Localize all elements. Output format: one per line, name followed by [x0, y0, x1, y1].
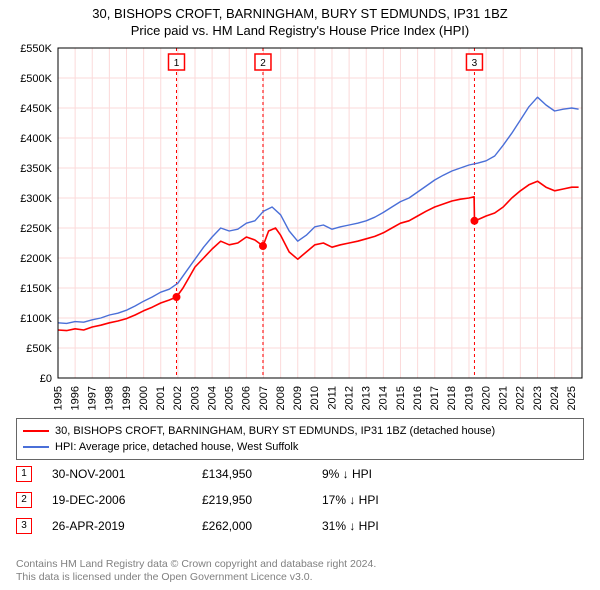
- sale-price: £262,000: [202, 519, 322, 533]
- svg-text:2020: 2020: [480, 386, 492, 410]
- svg-text:2002: 2002: [172, 386, 184, 410]
- svg-text:2003: 2003: [189, 386, 201, 410]
- footer-attribution: Contains HM Land Registry data © Crown c…: [16, 558, 376, 584]
- chart-svg: 1 2 3 £0 £50K £100K £150K £200K £250K £300K £350K £…: [10, 44, 590, 414]
- footer-line-1: Contains HM Land Registry data © Crown c…: [16, 558, 376, 571]
- svg-text:2005: 2005: [224, 386, 236, 410]
- sale-delta: 9% ↓ HPI: [322, 467, 584, 481]
- sale-row: 1 30-NOV-2001£134,9509% ↓ HPI: [16, 466, 584, 482]
- svg-text:2011: 2011: [326, 386, 338, 410]
- svg-text:3: 3: [472, 58, 478, 69]
- svg-text:2: 2: [260, 58, 266, 69]
- sale-date: 19-DEC-2006: [52, 493, 202, 507]
- sale-delta: 17% ↓ HPI: [322, 493, 584, 507]
- svg-text:2016: 2016: [412, 386, 424, 410]
- svg-text:1997: 1997: [87, 386, 99, 410]
- svg-text:£400K: £400K: [20, 133, 52, 145]
- sale-marker: 1: [16, 466, 32, 482]
- svg-text:£200K: £200K: [20, 253, 52, 265]
- figure-root: 30, BISHOPS CROFT, BARNINGHAM, BURY ST E…: [0, 0, 600, 590]
- svg-text:2021: 2021: [498, 386, 510, 410]
- svg-text:2000: 2000: [138, 386, 150, 410]
- legend-label: HPI: Average price, detached house, West…: [55, 441, 298, 453]
- svg-text:£0: £0: [40, 373, 52, 385]
- svg-text:2025: 2025: [566, 386, 578, 410]
- sale-marker: 2: [16, 492, 32, 508]
- svg-text:2007: 2007: [258, 386, 270, 410]
- sale-date: 30-NOV-2001: [52, 467, 202, 481]
- svg-text:£500K: £500K: [20, 73, 52, 85]
- svg-text:2014: 2014: [378, 386, 390, 410]
- legend-row: HPI: Average price, detached house, West…: [23, 439, 577, 455]
- svg-text:2019: 2019: [463, 386, 475, 410]
- svg-text:2023: 2023: [532, 386, 544, 410]
- sale-date: 26-APR-2019: [52, 519, 202, 533]
- chart-area: 1 2 3 £0 £50K £100K £150K £200K £250K £300K £350K £…: [10, 44, 590, 414]
- title-block: 30, BISHOPS CROFT, BARNINGHAM, BURY ST E…: [0, 0, 600, 40]
- legend-box: 30, BISHOPS CROFT, BARNINGHAM, BURY ST E…: [16, 418, 584, 460]
- svg-text:1999: 1999: [121, 386, 133, 410]
- title-line-2: Price paid vs. HM Land Registry's House …: [0, 23, 600, 40]
- svg-text:2004: 2004: [206, 386, 218, 410]
- title-line-1: 30, BISHOPS CROFT, BARNINGHAM, BURY ST E…: [0, 6, 600, 23]
- svg-text:2001: 2001: [155, 386, 167, 410]
- svg-text:£50K: £50K: [26, 343, 52, 355]
- svg-text:1: 1: [174, 58, 180, 69]
- sale-delta: 31% ↓ HPI: [322, 519, 584, 533]
- sale-marker: 3: [16, 518, 32, 534]
- svg-text:2024: 2024: [549, 386, 561, 410]
- svg-text:£350K: £350K: [20, 163, 52, 175]
- svg-text:2018: 2018: [446, 386, 458, 410]
- svg-text:2012: 2012: [343, 386, 355, 410]
- svg-text:£300K: £300K: [20, 193, 52, 205]
- legend-swatch: [23, 446, 49, 448]
- legend-row: 30, BISHOPS CROFT, BARNINGHAM, BURY ST E…: [23, 423, 577, 439]
- svg-text:£550K: £550K: [20, 44, 52, 55]
- svg-text:2022: 2022: [515, 386, 527, 410]
- svg-text:2015: 2015: [395, 386, 407, 410]
- sale-price: £134,950: [202, 467, 322, 481]
- svg-text:1995: 1995: [52, 386, 64, 410]
- svg-text:2009: 2009: [292, 386, 304, 410]
- svg-text:£250K: £250K: [20, 223, 52, 235]
- legend-label: 30, BISHOPS CROFT, BARNINGHAM, BURY ST E…: [55, 425, 495, 437]
- svg-text:1996: 1996: [69, 386, 81, 410]
- sale-row: 3 26-APR-2019£262,00031% ↓ HPI: [16, 518, 584, 534]
- sale-price: £219,950: [202, 493, 322, 507]
- svg-text:£150K: £150K: [20, 283, 52, 295]
- footer-line-2: This data is licensed under the Open Gov…: [16, 571, 376, 584]
- svg-text:2013: 2013: [361, 386, 373, 410]
- svg-text:1998: 1998: [104, 386, 116, 410]
- svg-text:2017: 2017: [429, 386, 441, 410]
- sale-row: 2 19-DEC-2006£219,95017% ↓ HPI: [16, 492, 584, 508]
- svg-text:2008: 2008: [275, 386, 287, 410]
- svg-text:2006: 2006: [241, 386, 253, 410]
- svg-text:£100K: £100K: [20, 313, 52, 325]
- svg-text:£450K: £450K: [20, 103, 52, 115]
- svg-text:2010: 2010: [309, 386, 321, 410]
- legend-swatch: [23, 430, 49, 432]
